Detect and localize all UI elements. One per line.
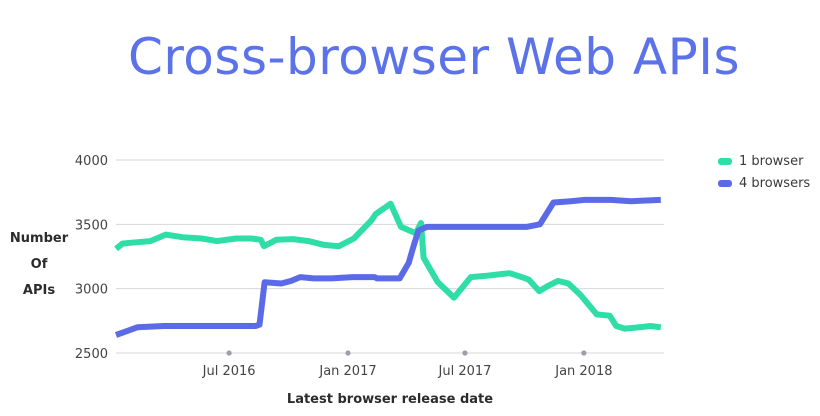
- legend-item-1-browser: 1 browser: [718, 150, 810, 172]
- y-axis-label-line: APIs: [22, 283, 56, 298]
- x-tick-label: Jan 2017: [318, 364, 376, 379]
- y-axis-label-line: Number: [9, 231, 69, 246]
- x-tick-label: Jul 2017: [438, 364, 492, 379]
- legend-swatch: [718, 179, 732, 187]
- legend-label: 4 browsers: [739, 175, 811, 191]
- y-tick-label: 2500: [75, 347, 108, 362]
- x-tick-mark: [226, 350, 232, 356]
- legend-item-4-browsers: 4 browsers: [718, 172, 810, 194]
- x-tick-mark: [345, 350, 351, 356]
- series-line-4-browsers: [114, 196, 661, 338]
- x-tick-label: Jan 2018: [554, 364, 612, 379]
- legend-label: 1 browser: [739, 153, 804, 169]
- x-tick-mark: [462, 350, 468, 356]
- tick-layer: Jul 2016 Jan 2017 Jul 2017 Jan 2018: [202, 350, 613, 379]
- y-axis-label: Number Of APIs: [4, 226, 74, 304]
- y-tick-label: 3500: [75, 218, 108, 233]
- x-axis-label: Latest browser release date: [286, 392, 494, 407]
- x-tick-label: Jul 2016: [202, 364, 256, 379]
- series-line-1-browser: [114, 200, 662, 332]
- y-axis-label-line: Of: [30, 257, 48, 272]
- grid-layer: 2500 3000 3500 4000: [75, 154, 664, 362]
- y-tick-label: 3000: [75, 283, 108, 298]
- legend: 1 browser 4 browsers: [718, 150, 810, 194]
- legend-swatch: [718, 157, 732, 165]
- series-layer: [114, 196, 662, 338]
- chart-title: Cross-browser Web APIs: [127, 28, 741, 86]
- x-tick-mark: [581, 350, 587, 356]
- y-tick-label: 4000: [75, 154, 108, 169]
